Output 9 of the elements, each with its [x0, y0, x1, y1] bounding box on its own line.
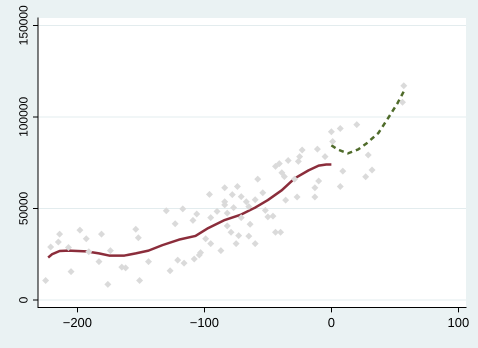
line-series — [330, 90, 406, 155]
x-tick-label: 100 — [448, 314, 470, 330]
y-tick-label: 100000 — [16, 96, 30, 137]
x-tick-label: 0 — [328, 314, 335, 330]
x-tick-label: −200 — [62, 314, 92, 330]
x-tick-label: −100 — [190, 314, 220, 330]
y-tick-label: 50000 — [16, 191, 30, 226]
y-tick-label: 150000 — [16, 4, 30, 46]
y-tick-label: 0 — [16, 296, 30, 304]
